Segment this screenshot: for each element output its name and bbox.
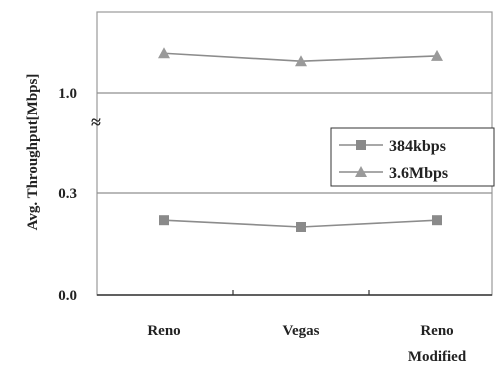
series-0-point-0	[159, 215, 169, 226]
series-1-point-2	[431, 49, 443, 61]
y-axis-title: Avg. Throughput[Mbps]	[25, 74, 41, 231]
x-category-label-1: Vegas	[283, 323, 320, 339]
series-0	[159, 215, 442, 232]
series-0-point-1	[296, 222, 306, 232]
legend-marker-1	[355, 166, 367, 177]
legend-marker-0	[356, 140, 366, 150]
series-1-point-0	[158, 47, 170, 59]
y-tick-label-1: 0.3	[58, 186, 77, 202]
series-0-point-2	[432, 215, 442, 226]
legend: 384kbps 3.6Mbps	[339, 138, 448, 182]
legend-label-0: 384kbps	[389, 138, 446, 155]
y-tick-label-0: 0.0	[58, 288, 77, 304]
series-1	[158, 47, 443, 67]
x-category-label-0: Reno	[147, 323, 180, 339]
y-tick-label-2: 1.0	[58, 86, 77, 102]
legend-entry-0: 384kbps	[339, 138, 446, 155]
legend-label-1: 3.6Mbps	[389, 165, 448, 182]
legend-entry-1: 3.6Mbps	[339, 165, 448, 182]
series-1-point-1	[295, 55, 307, 67]
x-category-label-2: Reno Modified	[408, 323, 467, 365]
axis-break-icon: ≈	[91, 112, 101, 132]
series-layer	[158, 47, 443, 232]
